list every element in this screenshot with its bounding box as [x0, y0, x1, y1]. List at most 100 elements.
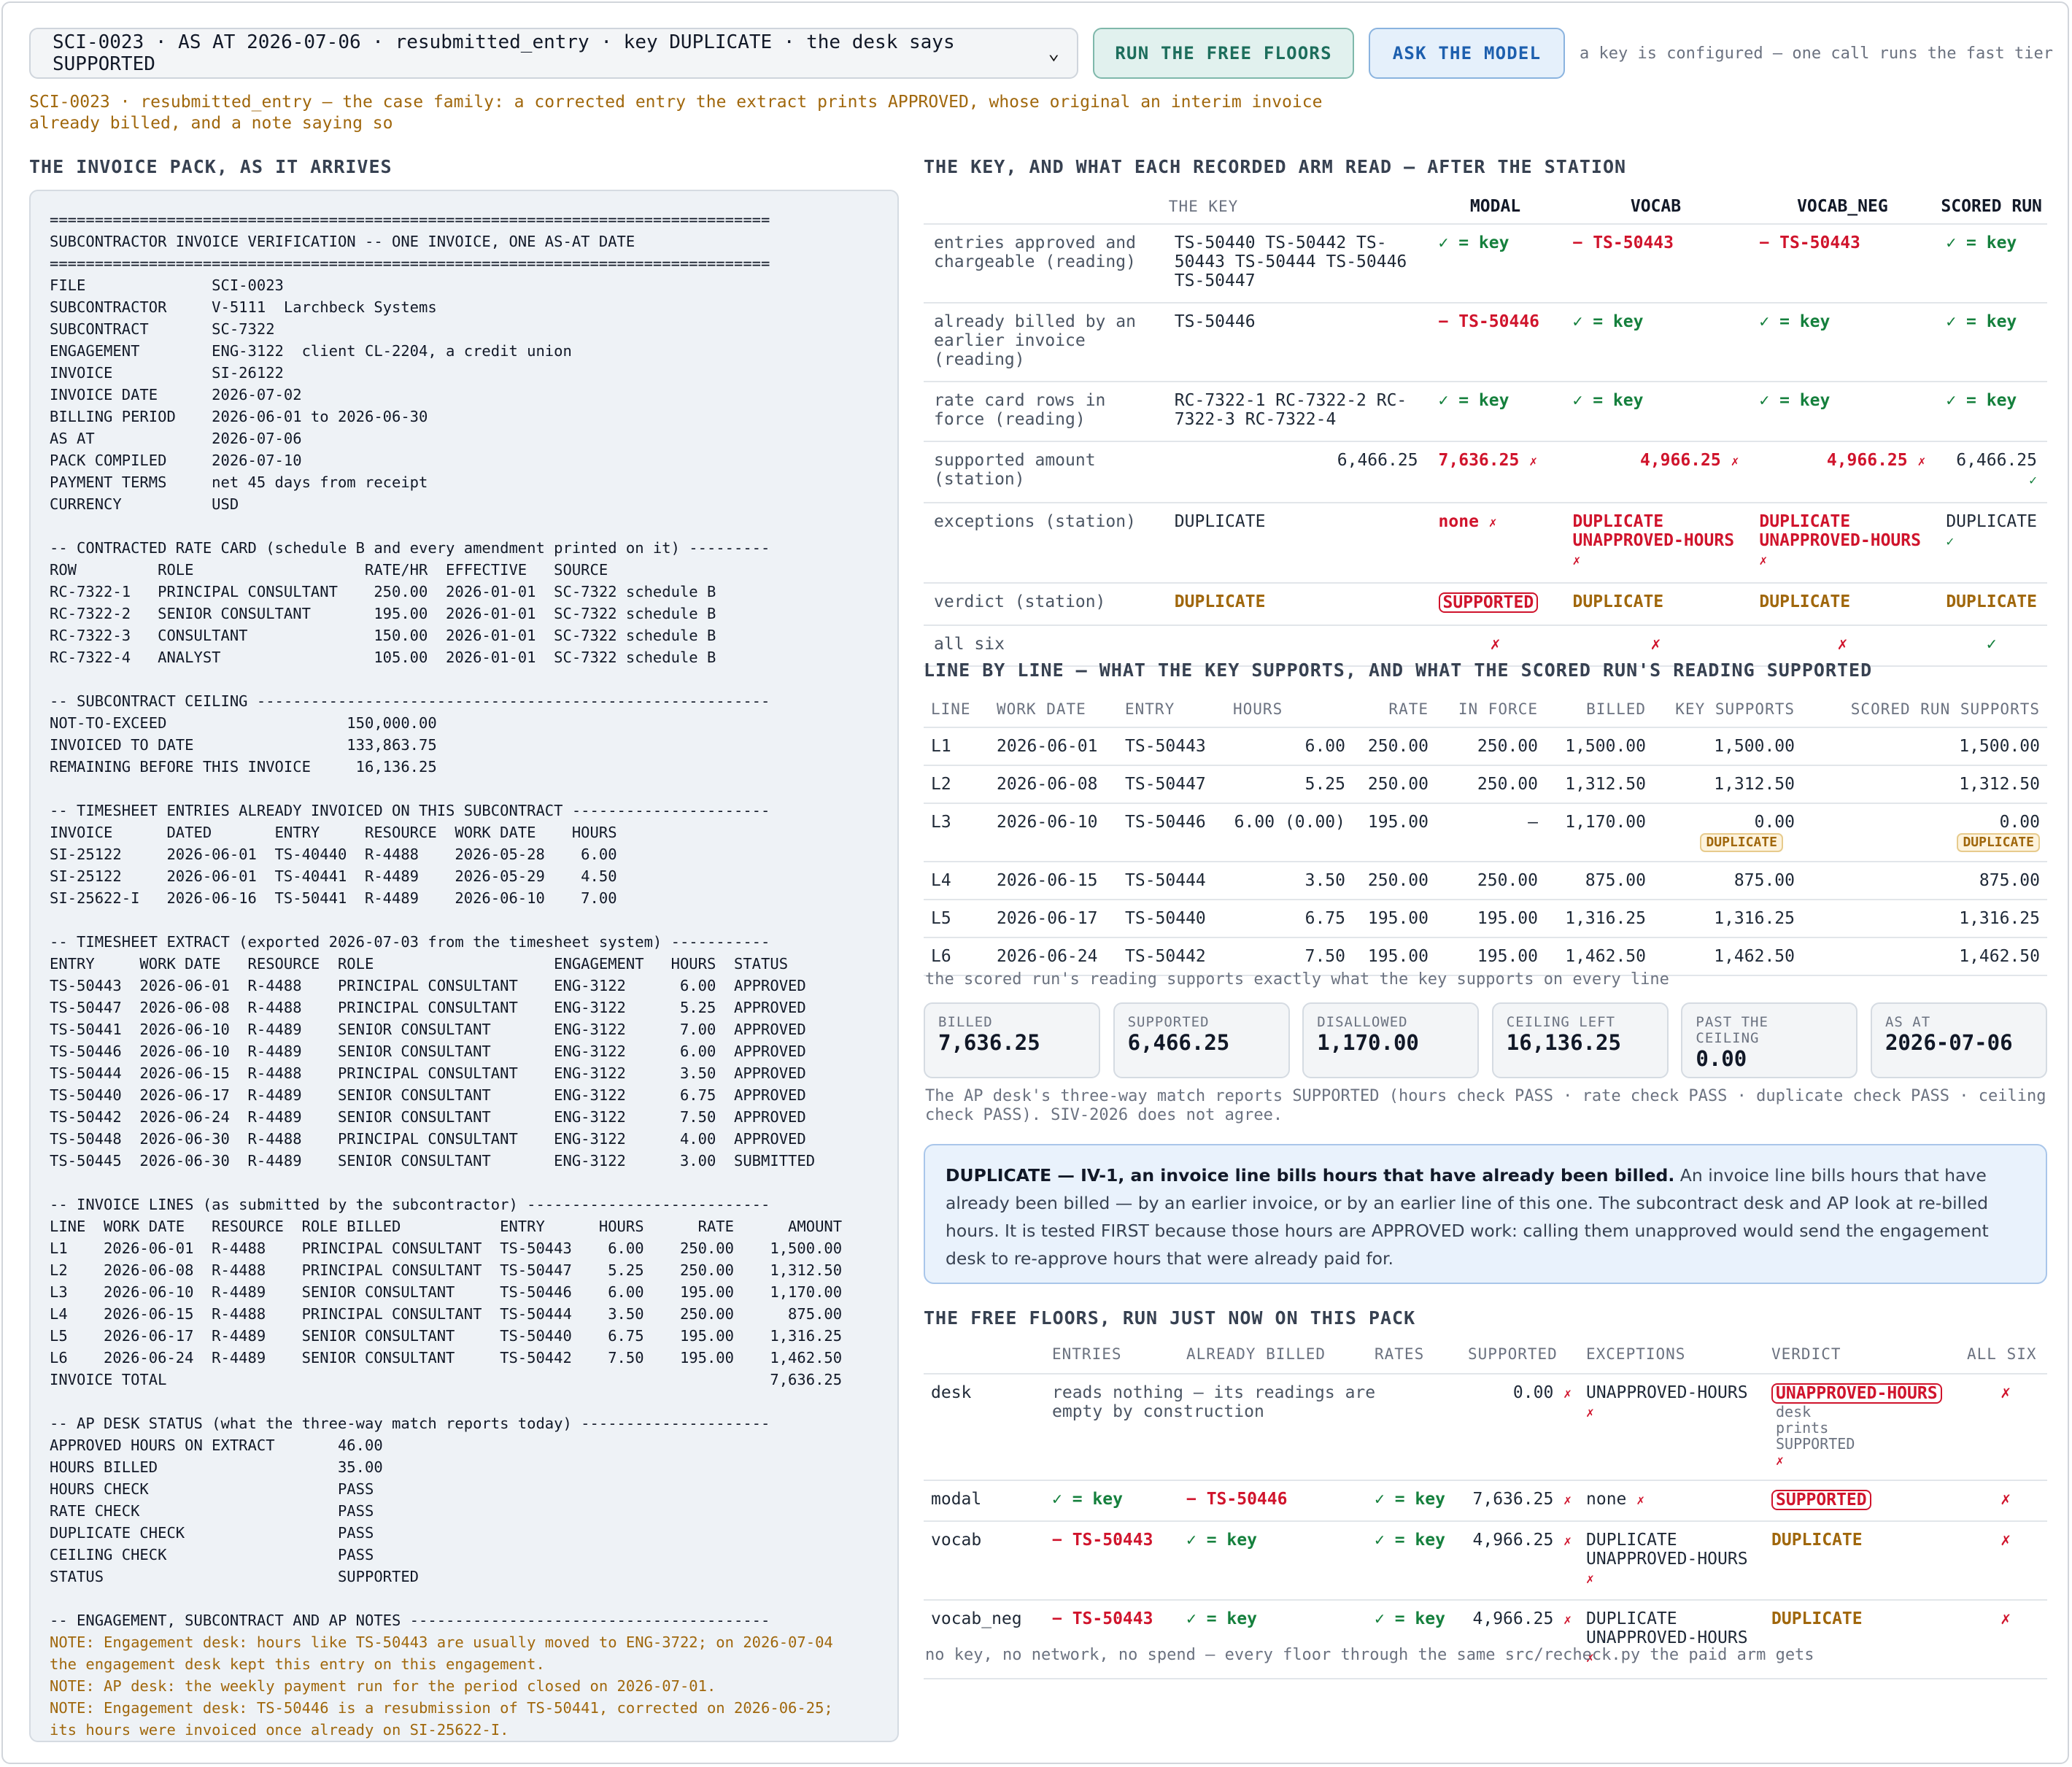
verdict-badge: SUPPORTED [1771, 1490, 1871, 1510]
entries-value: reads nothing — its readings are empty b… [1045, 1374, 1461, 1481]
summary-cards: BILLED 7,636.25 SUPPORTED 6,466.25 DISALLO… [924, 1002, 2047, 1078]
card-value: 6,466.25 [1127, 1030, 1230, 1055]
col-all-six: ALL SIX [1960, 1339, 2047, 1374]
check-icon: ✓ [1936, 625, 2047, 667]
key-value: TS-50446 [1164, 303, 1429, 382]
verdict-badge: UNAPPROVED-HOURS [1771, 1383, 1942, 1404]
cross-icon: ✗ [1636, 1493, 1645, 1508]
entry-id: TS-50440 [1118, 900, 1226, 938]
work-date: 2026-06-24 [989, 937, 1118, 976]
invoice-pack-body: ========================================… [50, 211, 843, 1629]
invoice-pack-text: ========================================… [50, 209, 897, 1741]
scored-supports: 1,316.25 [1802, 900, 2047, 938]
entries-value: − TS-50443 [1045, 1521, 1179, 1601]
cross-icon: ✗ [1586, 1405, 1594, 1420]
line-id: L5 [924, 900, 989, 938]
col-in-force: IN FORCE [1436, 696, 1545, 728]
hours: 5.25 [1226, 765, 1353, 804]
key-supports: 0.00 [1754, 813, 1795, 832]
vocab-neg-value: − TS-50443 [1749, 224, 1936, 303]
free-floors-caption: no key, no network, no spend — every flo… [925, 1646, 1814, 1664]
billed: 1,500.00 [1545, 727, 1653, 766]
col-the-key: THE KEY [1164, 191, 1429, 225]
row-label: all six [924, 625, 1164, 667]
summary-card-disallowed: DISALLOWED 1,170.00 [1302, 1002, 1480, 1078]
modal-value: none [1438, 512, 1479, 531]
table-row: exceptions (station) DUPLICATE none ✗ DU… [924, 503, 2047, 584]
table-row: already billed by an earlier invoice (re… [924, 303, 2047, 382]
key-supports: 1,500.00 [1653, 727, 1802, 766]
table-row: L5 2026-06-17 TS-50440 6.75 195.00 195.00 1,31… [924, 900, 2047, 938]
key-table: THE KEY MODAL VOCAB VOCAB_NEG SCORED RUN… [924, 191, 2047, 667]
key-value: DUPLICATE [1164, 583, 1429, 626]
card-label: DISALLOWED [1317, 1014, 1408, 1030]
summary-card-ceiling-left: CEILING LEFT 16,136.25 [1491, 1002, 1669, 1078]
cross-icon: ✗ [1960, 1600, 2047, 1679]
line-id: L4 [924, 862, 989, 900]
rate: 250.00 [1353, 765, 1436, 804]
rate: 195.00 [1353, 900, 1436, 938]
definition-body: An invoice line bills hours that have al… [946, 1165, 1989, 1269]
exceptions-value: UNAPPROVED-HOURS [1586, 1383, 1748, 1402]
summary-card-past-ceiling: PAST THE CEILING 0.00 [1681, 1002, 1858, 1078]
verdict-badge: SUPPORTED [1438, 592, 1539, 613]
cross-icon: ✗ [1759, 553, 1768, 568]
desk-note: The AP desk's three-way match reports SU… [925, 1087, 2046, 1124]
exceptions-value: DUPLICATE UNAPPROVED-HOURS [1586, 1531, 1748, 1569]
vocab-value: ✓ = key [1562, 303, 1750, 382]
col-key-supports: KEY SUPPORTS [1653, 696, 1802, 728]
line-table-heading: LINE BY LINE — WHAT THE KEY SUPPORTS, AN… [924, 660, 1873, 681]
case-select[interactable]: SCI-0023 · AS AT 2026-07-06 · resubmitte… [29, 28, 1079, 79]
col-line: LINE [924, 696, 989, 728]
invoice-pack-panel: ========================================… [29, 190, 899, 1742]
work-date: 2026-06-08 [989, 765, 1118, 804]
chevron-down-icon: ⌄ [1048, 42, 1060, 64]
cross-icon: ✗ [1563, 1534, 1572, 1549]
card-value: 1,170.00 [1317, 1030, 1419, 1055]
in-force: 250.00 [1436, 765, 1545, 804]
modal-value: − TS-50446 [1428, 303, 1563, 382]
key-table-heading: THE KEY, AND WHAT EACH RECORDED ARM READ… [924, 156, 1627, 177]
modal-value: ✓ = key [1428, 224, 1563, 303]
cross-icon: ✗ [1960, 1521, 2047, 1601]
col-modal: MODAL [1428, 191, 1563, 225]
col-scored-run: SCORED RUN [1936, 191, 2047, 225]
free-floors-table: ENTRIES ALREADY BILLED RATES SUPPORTED E… [924, 1339, 2047, 1679]
scored-value: ✓ = key [1936, 224, 2047, 303]
work-date: 2026-06-01 [989, 727, 1118, 766]
key-value: DUPLICATE [1164, 503, 1429, 584]
verdict-value: DUPLICATE [1764, 1521, 1960, 1601]
arm-name: vocab_neg [924, 1600, 1045, 1679]
cross-icon: ✗ [1749, 625, 1936, 667]
scored-value: DUPLICATE [1946, 512, 2037, 531]
billed-value: ✓ = key [1179, 1600, 1367, 1679]
line-id: L3 [924, 803, 989, 862]
key-table-header: THE KEY MODAL VOCAB VOCAB_NEG SCORED RUN [924, 191, 2047, 225]
in-force: 195.00 [1436, 900, 1545, 938]
hours: 6.00 (0.00) [1226, 803, 1353, 862]
free-floors-heading: THE FREE FLOORS, RUN JUST NOW ON THIS PA… [924, 1307, 1416, 1329]
hours: 6.75 [1226, 900, 1353, 938]
run-free-floors-button[interactable]: RUN THE FREE FLOORS [1093, 28, 1355, 79]
scored-value: DUPLICATE [1936, 583, 2047, 626]
case-family-description: SCI-0023 · resubmitted_entry — the case … [29, 93, 1323, 133]
vocab-neg-value: 4,966.25 [1826, 451, 1908, 470]
key-value: 6,466.25 [1164, 441, 1429, 503]
key-supports: 1,462.50 [1653, 937, 1802, 976]
vocab-neg-value: DUPLICATE [1749, 583, 1936, 626]
cross-icon: ✗ [1960, 1480, 2047, 1522]
table-row: entries approved and chargeable (reading… [924, 224, 2047, 303]
summary-card-as-at: AS AT 2026-07-06 [1870, 1002, 2047, 1078]
in-force: 250.00 [1436, 727, 1545, 766]
cross-icon: ✗ [1776, 1453, 1784, 1469]
arm-name: desk [924, 1374, 1045, 1481]
col-rate: RATE [1353, 696, 1436, 728]
rates-value: ✓ = key [1367, 1521, 1461, 1601]
pack-note: NOTE: Engagement desk: TS-50446 is a res… [50, 1699, 833, 1739]
table-row: L2 2026-06-08 TS-50447 5.25 250.00 250.00 1,31… [924, 765, 2047, 804]
definition-title: DUPLICATE — IV-1, an invoice line bills … [946, 1165, 1675, 1186]
col-vocab: VOCAB [1562, 191, 1750, 225]
work-date: 2026-06-10 [989, 803, 1118, 862]
ask-model-button[interactable]: ASK THE MODEL [1369, 28, 1565, 79]
cross-icon: ✗ [1572, 553, 1581, 568]
